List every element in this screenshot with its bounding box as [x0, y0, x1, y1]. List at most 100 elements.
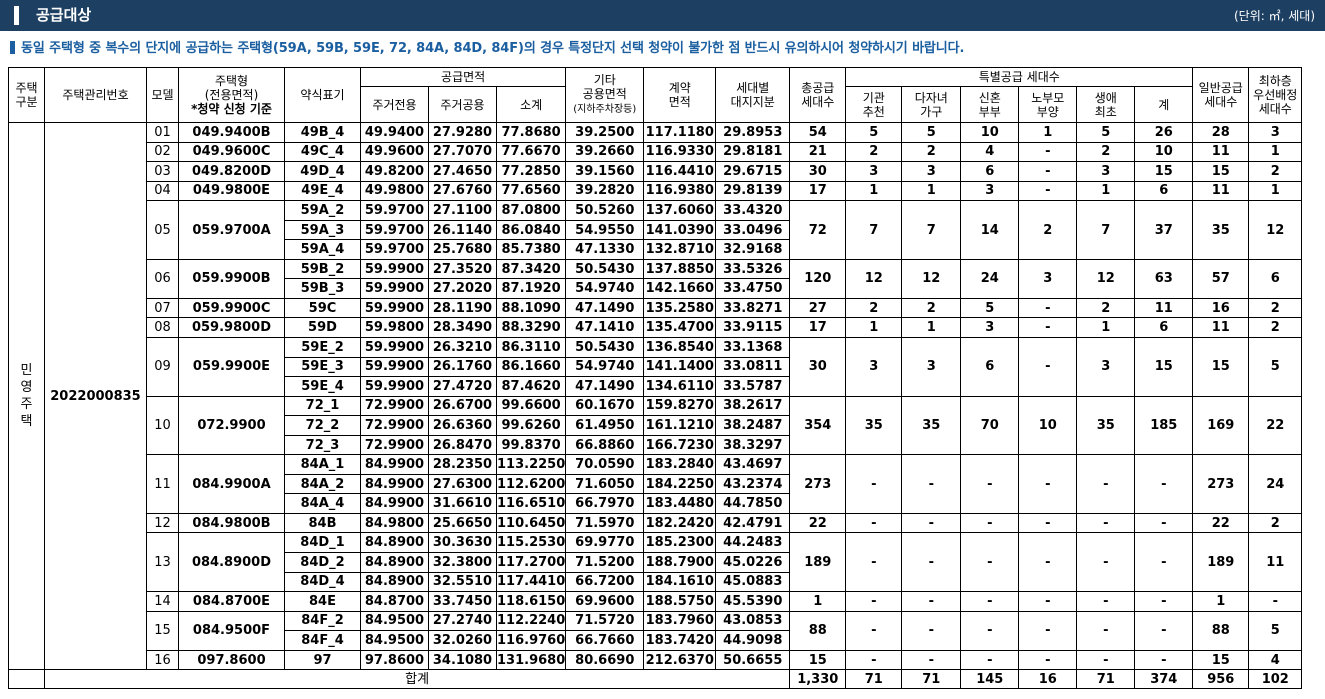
general-cell: 11 [1192, 141, 1250, 163]
lowest-cell-line: 2 [1270, 320, 1280, 336]
th-short-label-line: 약식표기 [300, 88, 345, 102]
sum-cell: 26 [1134, 122, 1194, 143]
other-area-cell-line: 66.7660 [575, 632, 635, 648]
other-area-cell: 54.9740 [565, 278, 645, 299]
sum-cell-line: 63 [1154, 271, 1173, 287]
land-share-cell: 42.4791 [715, 512, 791, 534]
total-cell: 54 [789, 122, 847, 143]
first-cell-line: 12 [1096, 271, 1115, 287]
model-cell: 13 [146, 532, 179, 593]
land-share-cell: 50.6655 [715, 649, 791, 671]
inst-cell-line: - [871, 623, 877, 639]
exclusive-cell: 72.9900 [360, 395, 429, 417]
short-label-cell-line: 84A_2 [300, 476, 345, 492]
total-multi-cell: 71 [901, 669, 962, 690]
exclusive-cell: 49.9600 [360, 141, 429, 163]
exclusive-cell-line: 59.9900 [364, 281, 425, 297]
contract-area-cell-line: 137.6060 [645, 202, 714, 218]
first-cell-line: - [1103, 515, 1109, 531]
contract-area-cell: 184.1610 [643, 571, 717, 593]
general-cell: 15 [1192, 337, 1250, 397]
sum-cell: - [1134, 512, 1194, 534]
contract-area-cell: 137.6060 [643, 200, 717, 221]
elder-cell: 3 [1018, 258, 1078, 299]
table-row: 72_3 72.9900 26.8470 99.8370 66.8860 166.7230… [9, 434, 1302, 456]
common-cell: 26.6360 [428, 415, 497, 436]
inst-cell: 7 [845, 200, 903, 260]
other-area-cell-line: 47.1490 [575, 378, 635, 394]
short-label-cell: 84F_2 [284, 610, 361, 632]
exclusive-cell-line: 59.9900 [364, 261, 425, 277]
inst-cell: 3 [845, 337, 903, 397]
elder-cell-line: 10 [1038, 417, 1057, 433]
th-other-common-line: 공용면적 [582, 87, 627, 101]
inst-cell-line: 3 [869, 163, 879, 179]
other-area-cell-line: 39.2820 [575, 183, 635, 199]
th-common: 주거공용 [428, 86, 497, 123]
total-cell: 72 [789, 200, 847, 260]
short-label-cell: 97 [284, 649, 361, 671]
first-cell: 3 [1076, 337, 1136, 397]
first-cell-line: - [1103, 652, 1109, 668]
common-cell-line: 27.9280 [432, 124, 493, 140]
inst-cell: 5 [845, 122, 903, 143]
subtotal-cell-line: 88.3290 [501, 320, 561, 336]
general-cell-line: 169 [1207, 417, 1235, 433]
lowest-cell: 3 [1248, 122, 1303, 143]
other-area-cell: 60.1670 [565, 395, 645, 417]
total-cell-line: 22 [808, 515, 827, 531]
th-institution-line: 추천 [862, 104, 885, 119]
elder-cell-line: - [1045, 144, 1051, 160]
th-multichild: 다자녀 가구 [901, 86, 962, 123]
sum-cell-line: 26 [1154, 124, 1173, 140]
newly-cell: 3 [960, 180, 1020, 202]
short-label-cell: 49E_4 [284, 180, 361, 202]
lowest-cell: 12 [1248, 200, 1303, 260]
land-share-cell-line: 29.8181 [723, 144, 783, 160]
land-share-cell: 45.0883 [715, 571, 791, 593]
housing-type-cell: 084.9800B [178, 512, 285, 534]
housing-type-cell: 084.9900A [178, 454, 285, 514]
land-share-cell-line: 33.0811 [723, 359, 783, 375]
th-special-supply: 특별공급 세대수 [845, 67, 1194, 87]
exclusive-cell-line: 59.9900 [364, 378, 425, 394]
lowest-cell-line: 2 [1270, 163, 1280, 179]
lowest-cell: 11 [1248, 532, 1303, 593]
first-cell-line: 2 [1101, 144, 1111, 160]
sum-cell-line: 11 [1154, 300, 1173, 316]
contract-area-cell-line: 137.8850 [645, 261, 714, 277]
contract-area-cell: 166.7230 [643, 434, 717, 456]
other-area-cell: 80.6690 [565, 649, 645, 671]
th-housing-type-line: (전용면적) [204, 88, 259, 102]
land-share-cell: 33.4750 [715, 278, 791, 299]
elder-cell: - [1018, 532, 1078, 593]
lowest-cell-line: 2 [1270, 300, 1280, 316]
total-inst-cell: 71 [845, 669, 903, 690]
subtotal-cell-line: 118.6150 [497, 593, 566, 609]
general-cell-line: 11 [1211, 144, 1230, 160]
subtotal-cell: 86.3110 [495, 337, 567, 358]
other-area-cell: 47.1410 [565, 317, 645, 339]
table-row: 59E_3 59.9900 26.1760 86.1660 54.9740 141.140… [9, 356, 1302, 378]
other-area-cell-line: 66.8860 [575, 437, 635, 453]
common-cell-line: 26.6700 [432, 398, 493, 414]
multi-cell: 1 [901, 317, 962, 339]
multi-cell: 1 [901, 180, 962, 202]
other-area-cell-line: 47.1410 [575, 320, 635, 336]
common-cell-line: 25.7680 [432, 242, 493, 258]
housing-type-cell: 059.9900B [178, 258, 285, 299]
general-cell: 35 [1192, 200, 1250, 260]
housing-type-cell: 097.8600 [178, 649, 285, 671]
subtotal-cell-line: 86.3110 [501, 339, 561, 355]
elder-cell: - [1018, 297, 1078, 319]
land-share-cell: 43.0853 [715, 610, 791, 632]
inst-cell: - [845, 591, 903, 612]
land-share-cell: 33.4320 [715, 200, 791, 221]
first-cell-line: 35 [1096, 417, 1115, 433]
land-share-cell: 44.9098 [715, 630, 791, 651]
subtotal-cell: 118.6150 [495, 591, 567, 612]
th-firsttime-line: 생애 [1094, 90, 1117, 105]
newly-cell-line: 24 [980, 271, 999, 287]
common-cell-line: 27.6300 [432, 476, 493, 492]
short-label-cell: 72_2 [284, 415, 361, 436]
